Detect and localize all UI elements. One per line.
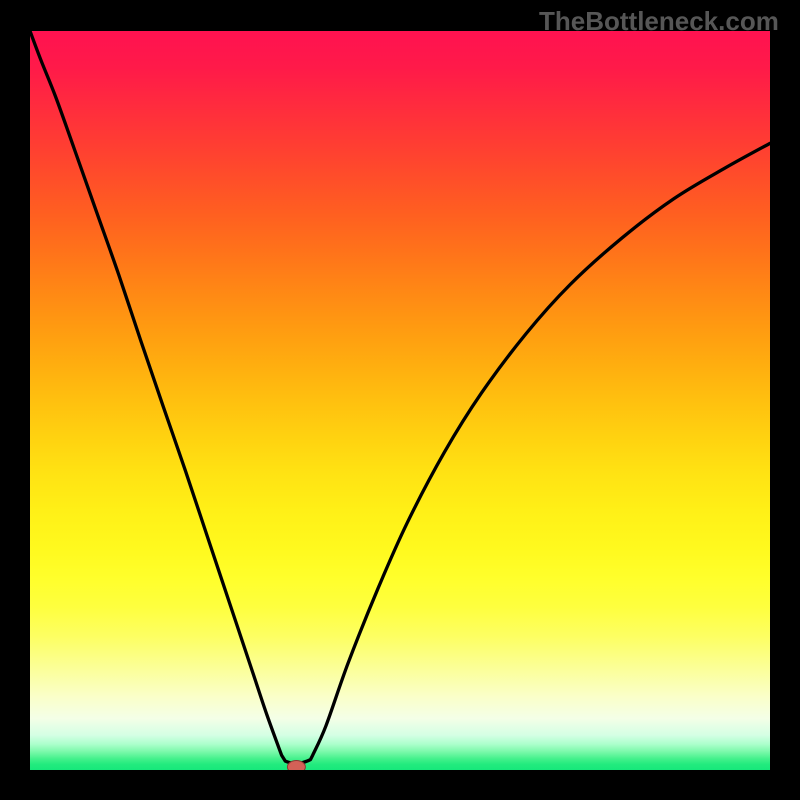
attribution-text: TheBottleneck.com: [539, 6, 779, 37]
plot-area: [30, 31, 770, 770]
chart-frame: TheBottleneck.com: [0, 0, 800, 800]
plot-svg: [30, 31, 770, 770]
optimal-marker: [287, 761, 305, 770]
gradient-background: [30, 31, 770, 770]
